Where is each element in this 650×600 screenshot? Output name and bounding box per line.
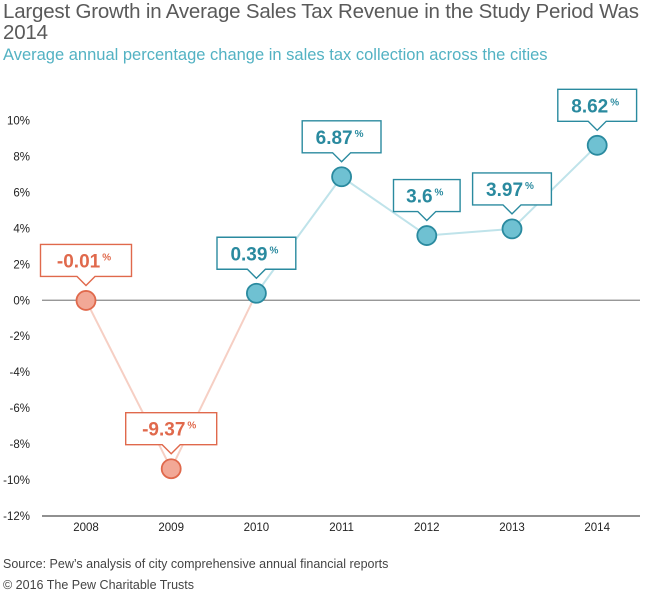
data-label-unit: % — [269, 245, 278, 256]
data-label: 3.97% — [486, 180, 534, 201]
chart-subtitle: Average annual percentage change in sale… — [3, 46, 548, 64]
series-line-segment — [255, 176, 343, 294]
data-label-unit: % — [102, 252, 111, 263]
data-point — [416, 225, 438, 246]
data-point — [160, 458, 182, 480]
data-label-unit: % — [525, 181, 534, 192]
data-label-unit: % — [187, 421, 196, 432]
x-tick-label: 2010 — [244, 522, 270, 534]
data-label-callout — [301, 120, 382, 163]
y-tick-label: 8% — [13, 151, 30, 163]
data-label-unit: % — [355, 129, 364, 140]
source-note: Source: Pew’s analysis of city comprehen… — [3, 557, 389, 571]
data-label-unit: % — [435, 188, 444, 199]
data-label-unit: % — [610, 97, 619, 108]
y-tick-label: -10% — [3, 475, 30, 487]
data-label-callout — [392, 178, 461, 222]
y-tick-label: 6% — [13, 187, 30, 199]
x-tick-label: 2014 — [584, 522, 610, 534]
y-tick-label: -12% — [3, 511, 30, 523]
data-point — [245, 282, 267, 304]
chart-plot: 10% 8% 6% 4% 2% 0% -2% -4% -6% -8% -10% -12% 2008 200… — [3, 88, 640, 534]
data-label-callout — [216, 236, 297, 280]
x-tick-label: 2013 — [499, 522, 525, 534]
data-label: 8.62% — [571, 96, 619, 117]
copyright-note: © 2016 The Pew Charitable Trusts — [3, 578, 195, 592]
data-point — [75, 290, 97, 311]
data-label-callout — [39, 243, 133, 287]
data-point — [586, 134, 608, 156]
chart-title: Largest Growth in Average Sales Tax Reve… — [3, 0, 639, 44]
x-tick-label: 2011 — [329, 522, 354, 534]
data-label-callout — [471, 172, 553, 215]
data-label: -0.01% — [57, 251, 111, 272]
y-tick-label: 0% — [13, 295, 30, 307]
y-tick-label: 2% — [13, 259, 30, 271]
y-tick-label: -8% — [10, 439, 30, 451]
series-line-segment — [341, 175, 428, 237]
series-line-segment — [426, 227, 513, 237]
x-tick-label: 2008 — [73, 522, 99, 534]
y-tick-label: 4% — [13, 223, 30, 235]
y-tick-label: 10% — [7, 116, 30, 128]
data-point — [331, 166, 353, 188]
x-tick-label: 2009 — [158, 522, 184, 534]
data-label: 6.87% — [316, 128, 364, 149]
y-tick-label: -2% — [10, 331, 30, 343]
data-point — [501, 218, 523, 240]
data-label-callout — [557, 88, 638, 132]
y-tick-label: -4% — [10, 367, 30, 379]
series-line-segment — [511, 144, 598, 230]
data-label: 0.39% — [230, 244, 278, 265]
data-label-callout — [125, 412, 218, 455]
x-tick-label: 2012 — [414, 522, 440, 534]
y-tick-label: -6% — [10, 403, 30, 415]
data-label: -9.37% — [142, 420, 196, 441]
